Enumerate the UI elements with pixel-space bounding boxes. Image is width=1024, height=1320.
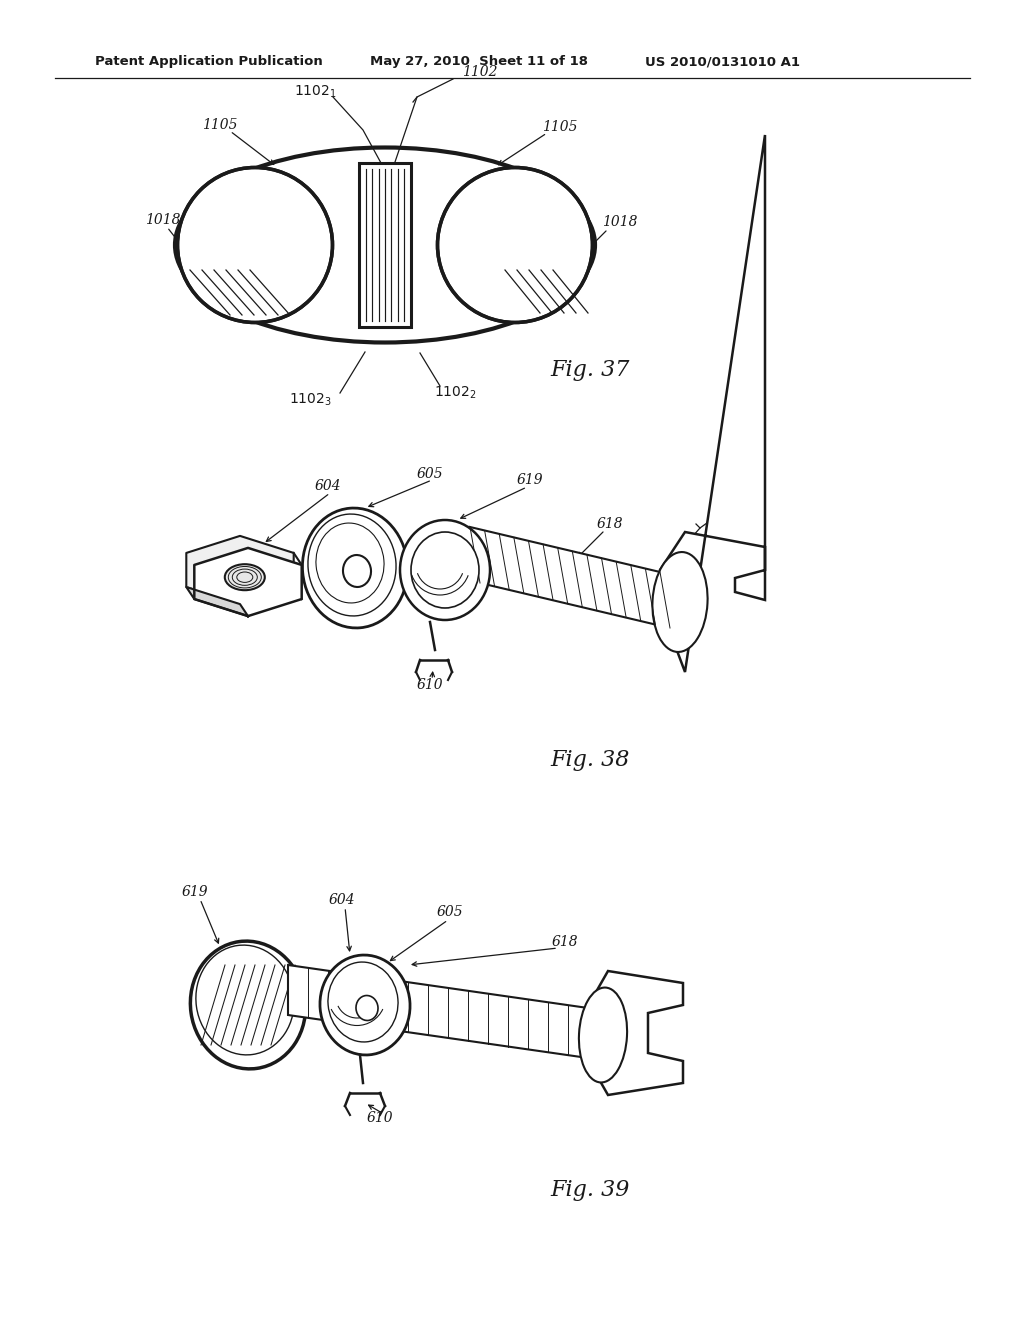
Text: 610: 610: [417, 678, 443, 692]
Polygon shape: [186, 536, 294, 605]
Polygon shape: [288, 965, 588, 1059]
Ellipse shape: [319, 956, 410, 1055]
Text: $1102_3$: $1102_3$: [289, 392, 332, 408]
Polygon shape: [470, 527, 670, 628]
Polygon shape: [186, 587, 248, 616]
Text: 1018: 1018: [602, 215, 638, 228]
Text: US 2010/0131010 A1: US 2010/0131010 A1: [645, 55, 800, 69]
Text: Fig. 39: Fig. 39: [550, 1179, 630, 1201]
Ellipse shape: [400, 520, 490, 620]
Text: 619: 619: [517, 473, 544, 487]
Ellipse shape: [302, 508, 408, 628]
Text: Fig. 38: Fig. 38: [550, 748, 630, 771]
Text: 605: 605: [417, 467, 443, 480]
Text: 610: 610: [367, 1111, 393, 1125]
Ellipse shape: [190, 941, 305, 1069]
Ellipse shape: [343, 554, 371, 587]
Text: Fig. 37: Fig. 37: [550, 359, 630, 381]
Text: Patent Application Publication: Patent Application Publication: [95, 55, 323, 69]
Text: 1105: 1105: [203, 117, 238, 132]
Text: 604: 604: [314, 479, 341, 492]
Polygon shape: [588, 972, 683, 1096]
Ellipse shape: [652, 552, 708, 652]
Text: $1102_1$: $1102_1$: [294, 83, 336, 100]
Ellipse shape: [225, 564, 265, 590]
Ellipse shape: [411, 532, 479, 609]
Text: 618: 618: [597, 517, 624, 531]
Text: 619: 619: [181, 884, 208, 899]
Polygon shape: [660, 135, 765, 672]
Ellipse shape: [177, 168, 333, 322]
Text: 1102: 1102: [462, 65, 498, 79]
Text: 602: 602: [717, 503, 743, 517]
Ellipse shape: [579, 987, 627, 1082]
Ellipse shape: [356, 995, 378, 1020]
Text: 1018: 1018: [145, 213, 181, 227]
Bar: [359, 162, 411, 327]
Text: 605: 605: [436, 906, 463, 919]
Polygon shape: [195, 548, 302, 616]
Text: 1105: 1105: [543, 120, 578, 135]
Text: $1102_2$: $1102_2$: [434, 385, 476, 401]
Ellipse shape: [437, 168, 593, 322]
Text: 604: 604: [329, 894, 355, 907]
Text: 618: 618: [552, 935, 579, 949]
Text: May 27, 2010  Sheet 11 of 18: May 27, 2010 Sheet 11 of 18: [370, 55, 588, 69]
